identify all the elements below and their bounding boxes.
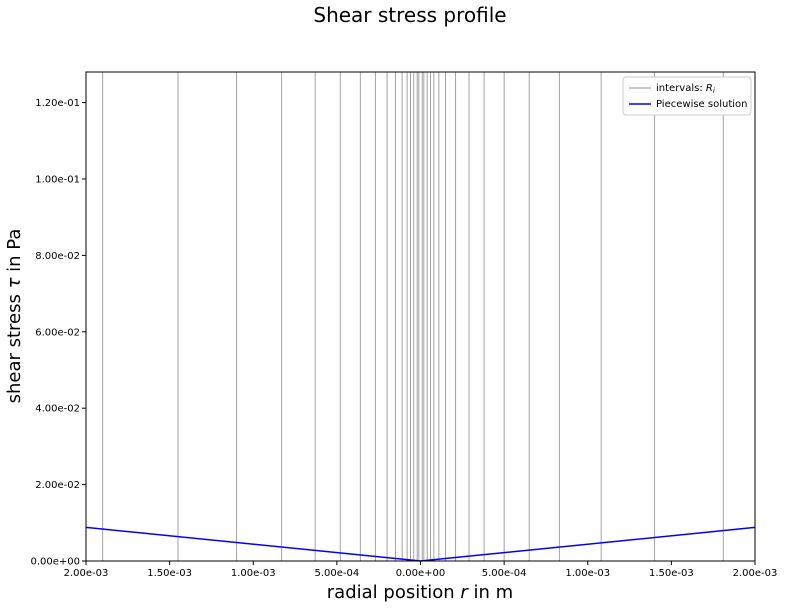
y-axis-ticks: 0.00e+00 2.00e-02 4.00e-02 6.00e-02 8.00e-02… <box>30 98 86 568</box>
interval-lines <box>102 72 724 561</box>
plot-area <box>85 71 756 562</box>
chart-title: Shear stress profile <box>313 3 506 27</box>
y-tick-label-6: 1.20e-01 <box>35 98 80 109</box>
legend: intervals: Ri Piecewise solution <box>622 76 752 116</box>
x-tick-label-7: 1.50e-03 <box>649 568 694 579</box>
y-tick-label-4: 8.00e-02 <box>35 251 80 262</box>
x-tick-label-8: 2.00e-03 <box>733 568 778 579</box>
x-axis-label: radial position r in m <box>327 582 513 603</box>
plot-frame <box>86 72 755 561</box>
y-tick-label-1: 2.00e-02 <box>35 480 80 491</box>
x-tick-label-4: 0.00e+00 <box>396 568 446 579</box>
legend-label-solution: Piecewise solution <box>656 99 748 110</box>
legend-box <box>622 76 752 116</box>
x-tick-label-2: 1.00e-03 <box>231 568 276 579</box>
x-tick-label-5: 5.00e-04 <box>482 568 527 579</box>
y-tick-label-5: 1.00e-01 <box>35 174 80 185</box>
x-tick-label-6: 1.00e-03 <box>565 568 610 579</box>
y-tick-label-2: 4.00e-02 <box>35 404 80 415</box>
x-tick-label-3: 5.00e-04 <box>314 568 359 579</box>
legend-label-intervals: intervals: Ri <box>656 83 715 95</box>
x-tick-label-1: 1.50e-03 <box>147 568 192 579</box>
x-tick-label-0: 2.00e-03 <box>64 568 109 579</box>
x-axis-ticks: 2.00e-03 1.50e-03 1.00e-03 5.00e-04 0.00e+00… <box>64 561 778 579</box>
y-axis-label: shear stress τ in Pa <box>4 229 25 404</box>
y-tick-label-3: 6.00e-02 <box>35 327 80 338</box>
y-tick-label-0: 0.00e+00 <box>30 557 80 568</box>
